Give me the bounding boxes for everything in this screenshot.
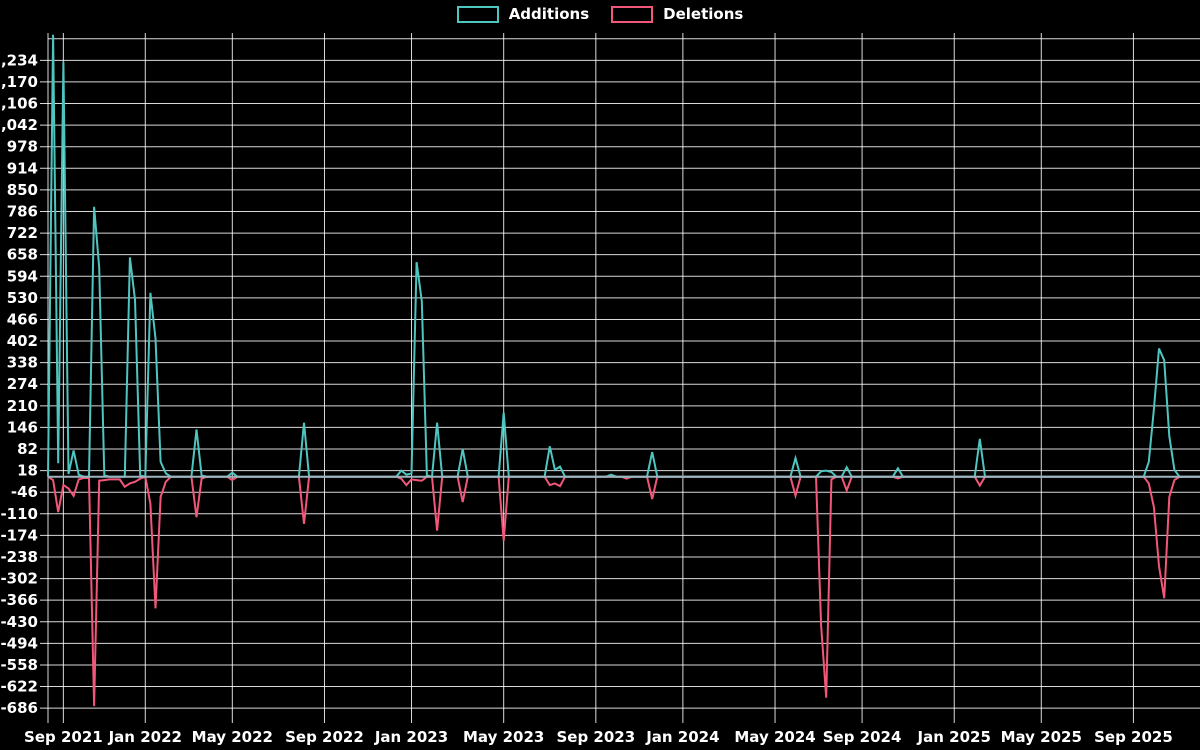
y-tick-label: -686 [0, 699, 38, 717]
x-tick-label: Sep 2023 [556, 728, 635, 746]
y-tick-label: 914 [7, 159, 38, 177]
y-tick-label: 82 [17, 440, 38, 458]
x-tick-label: May 2022 [192, 728, 273, 746]
x-tick-label: Jan 2024 [645, 728, 719, 746]
x-tick-label: Sep 2022 [285, 728, 364, 746]
y-tick-label: 466 [7, 310, 38, 328]
y-axis-labels: 1,234 1,170 1,106 1,042 978 914 850 786 722 658 59… [0, 51, 38, 717]
y-tick-label: -366 [0, 591, 38, 609]
additions-line [47, 34, 1200, 479]
y-tick-label: -622 [0, 678, 38, 696]
x-axis-labels: Sep 2021 Jan 2022 May 2022 Sep 2022 Jan 2023… [24, 728, 1173, 746]
x-tick-label: May 2023 [463, 728, 544, 746]
x-tick-label: Sep 2024 [823, 728, 902, 746]
y-tick-label: -494 [0, 634, 38, 652]
y-tick-label: 210 [7, 397, 38, 415]
x-tick-label: May 2025 [1001, 728, 1082, 746]
y-tick-label: -558 [0, 656, 38, 674]
y-tick-label: 274 [7, 375, 38, 393]
y-tick-label: 594 [7, 267, 38, 285]
y-tick-label: 786 [7, 202, 38, 220]
y-tick-label: 978 [7, 138, 38, 156]
y-tick-label: 402 [7, 332, 38, 350]
y-tick-label: -302 [0, 570, 38, 588]
legend-label-deletions: Deletions [663, 5, 744, 23]
legend-item-additions[interactable]: Additions [456, 5, 590, 23]
y-tick-label: 1,170 [0, 73, 38, 91]
y-tick-label: 850 [7, 181, 38, 199]
y-tick-label: -46 [11, 483, 38, 501]
x-tick-label: May 2024 [734, 728, 815, 746]
y-tick-label: 1,234 [0, 51, 38, 69]
legend-item-deletions[interactable]: Deletions [611, 6, 743, 23]
y-tick-label: 146 [7, 418, 38, 436]
x-tick-label: Jan 2022 [108, 728, 182, 746]
y-tick-label: -430 [0, 613, 38, 631]
x-tick-label: Sep 2025 [1094, 728, 1173, 746]
gridlines [40, 33, 1200, 723]
y-tick-label: 1,042 [0, 116, 38, 134]
y-tick-label: -238 [0, 548, 38, 566]
y-tick-label: 18 [17, 462, 38, 480]
x-tick-label: Jan 2023 [374, 728, 448, 746]
y-tick-label: 658 [7, 246, 38, 264]
deletions-line [47, 475, 1200, 707]
legend-label-additions: Additions [508, 5, 590, 23]
deletions-swatch-icon [611, 6, 654, 23]
y-tick-label: 722 [7, 224, 38, 242]
chart-legend: Additions Deletions [0, 6, 1200, 23]
y-tick-label: 1,106 [0, 95, 38, 113]
y-tick-label: -174 [0, 526, 38, 544]
y-tick-label: 530 [7, 289, 38, 307]
x-tick-label: Sep 2021 [24, 728, 103, 746]
x-tick-label: Jan 2025 [917, 728, 991, 746]
y-tick-label: 338 [7, 354, 38, 372]
additions-swatch-icon [456, 6, 499, 23]
y-tick-label: -110 [0, 505, 38, 523]
